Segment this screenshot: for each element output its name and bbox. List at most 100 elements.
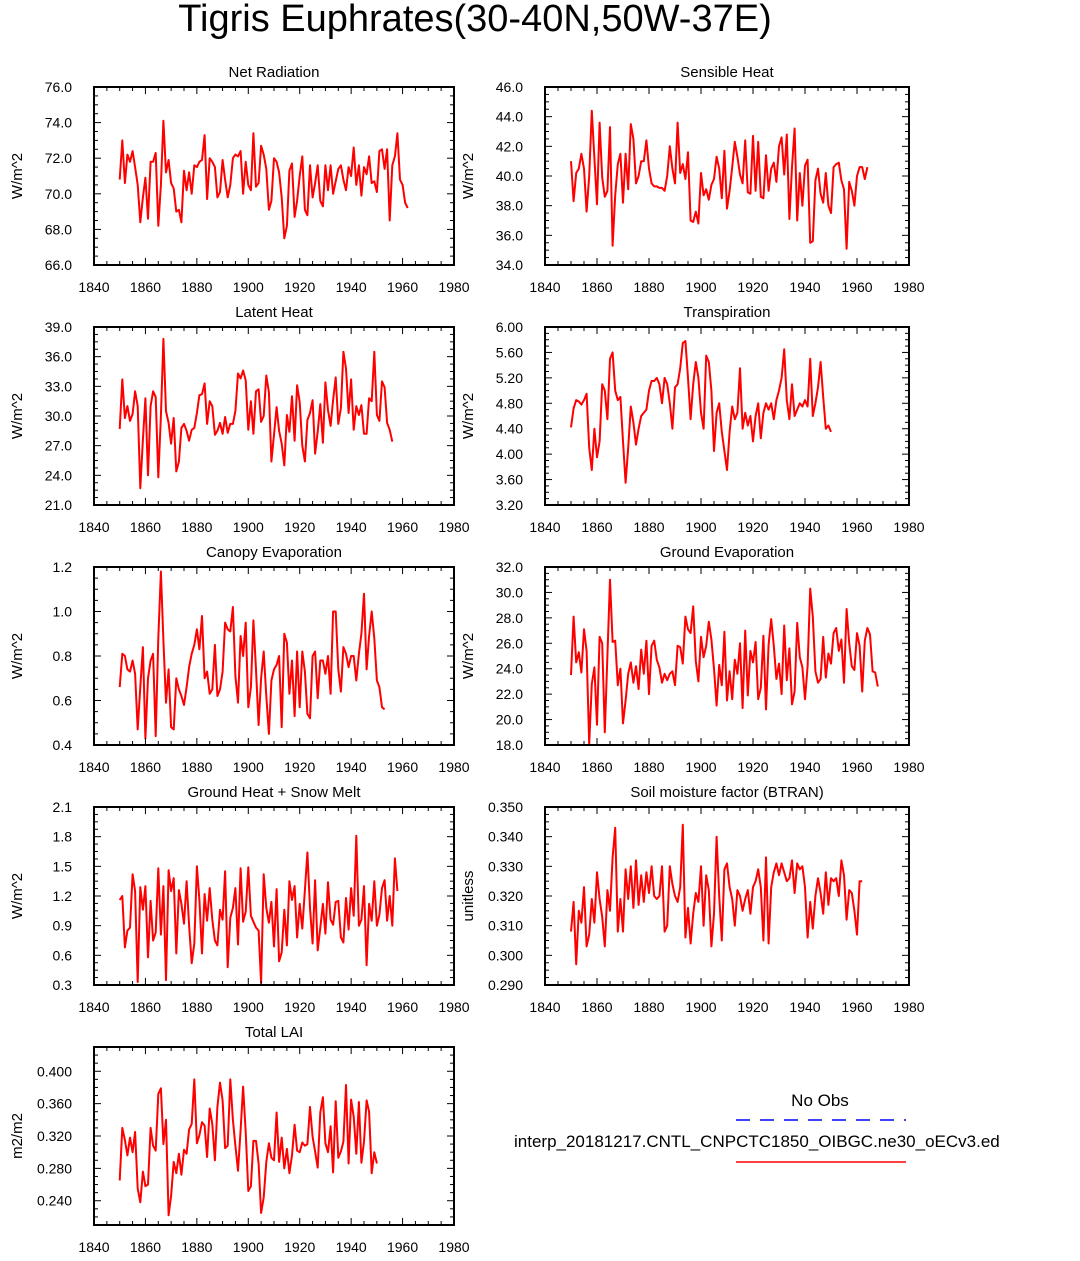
chart-panel: 1840 1860 1880 1900 1920 1940 1960 1980 3.20 3.60… <box>460 304 925 535</box>
y-axis-label: W/m^2 <box>460 393 477 439</box>
x-tick-label: 1940 <box>336 519 367 535</box>
x-tick-label: 1940 <box>336 999 367 1015</box>
plot-frame <box>544 326 910 506</box>
y-axis-label: W/m^2 <box>9 633 26 679</box>
x-tick-label: 1860 <box>581 759 612 775</box>
y-tick-label: 68.0 <box>45 221 72 237</box>
chart-title: Total LAI <box>245 1024 303 1041</box>
legend-label-obs: No Obs <box>791 1091 849 1110</box>
x-tick-label: 1860 <box>581 999 612 1015</box>
y-tick-label: 4.80 <box>496 395 523 411</box>
y-axis-label: W/m^2 <box>9 153 26 199</box>
y-tick-label: 0.320 <box>488 888 523 904</box>
y-tick-label: 0.280 <box>37 1160 72 1176</box>
y-tick-label: 74.0 <box>45 115 72 131</box>
chart-title: Soil moisture factor (BTRAN) <box>630 784 823 801</box>
chart-panel: 1840 1860 1880 1900 1920 1940 1960 1980 66.0 68.0… <box>9 64 470 295</box>
x-tick-label: 1880 <box>633 279 664 295</box>
y-tick-label: 28.0 <box>496 610 523 626</box>
chart-panel: 1840 1860 1880 1900 1920 1940 1960 1980 0.3 0.6 0.… <box>9 784 470 1015</box>
figure-title: Tigris Euphrates(30-40N,50W-37E) <box>178 0 772 40</box>
y-tick-label: 34.0 <box>496 257 523 273</box>
y-tick-label: 1.8 <box>53 829 73 845</box>
plot-frame <box>93 566 455 746</box>
y-tick-label: 0.8 <box>53 648 73 664</box>
plot-frame <box>93 1046 455 1226</box>
y-tick-label: 2.1 <box>53 799 73 815</box>
x-tick-label: 1980 <box>438 759 469 775</box>
x-tick-label: 1900 <box>233 1239 264 1255</box>
y-tick-label: 42.0 <box>496 138 523 154</box>
x-tick-label: 1940 <box>336 759 367 775</box>
y-axis-label: unitless <box>460 871 477 922</box>
x-tick-label: 1960 <box>387 999 418 1015</box>
y-tick-label: 30.0 <box>496 584 523 600</box>
series-line <box>570 109 869 250</box>
y-tick-label: 1.2 <box>53 888 73 904</box>
y-tick-label: 24.0 <box>496 661 523 677</box>
y-axis-label: W/m^2 <box>9 873 26 919</box>
x-tick-label: 1960 <box>387 279 418 295</box>
plot-frame <box>93 806 455 986</box>
chart-panel: 1840 1860 1880 1900 1920 1940 1960 1980 34.0 36.0… <box>460 64 925 295</box>
legend-label-model: interp_20181217.CNTL_CNPCTC1850_OIBGC.ne… <box>514 1132 1000 1151</box>
x-tick-label: 1900 <box>685 999 716 1015</box>
x-tick-label: 1840 <box>78 1239 109 1255</box>
chart-panel: 1840 1860 1880 1900 1920 1940 1960 1980 0.240 0.2… <box>9 1024 470 1255</box>
series-line <box>570 340 832 484</box>
x-tick-label: 1980 <box>893 999 924 1015</box>
x-tick-label: 1940 <box>336 1239 367 1255</box>
series-line <box>118 834 399 984</box>
x-tick-label: 1840 <box>529 999 560 1015</box>
y-axis-label: m2/m2 <box>9 1113 26 1159</box>
y-tick-label: 24.0 <box>45 467 72 483</box>
x-tick-label: 1900 <box>233 759 264 775</box>
chart-title: Ground Evaporation <box>660 544 794 561</box>
chart-panel: 1840 1860 1880 1900 1920 1940 1960 1980 18.0 20.0… <box>460 544 925 775</box>
y-tick-label: 0.3 <box>53 977 73 993</box>
x-tick-label: 1840 <box>529 519 560 535</box>
y-tick-label: 22.0 <box>496 686 523 702</box>
y-tick-label: 0.4 <box>53 737 73 753</box>
y-tick-label: 0.9 <box>53 918 73 934</box>
y-tick-label: 26.0 <box>496 635 523 651</box>
x-tick-label: 1960 <box>387 759 418 775</box>
x-tick-label: 1860 <box>130 1239 161 1255</box>
x-tick-label: 1860 <box>130 519 161 535</box>
chart-title: Sensible Heat <box>680 64 774 81</box>
y-tick-label: 70.0 <box>45 186 72 202</box>
x-tick-label: 1940 <box>789 519 820 535</box>
y-tick-label: 3.60 <box>496 472 523 488</box>
y-tick-label: 4.00 <box>496 446 523 462</box>
x-tick-label: 1840 <box>78 519 109 535</box>
y-tick-label: 36.0 <box>45 349 72 365</box>
x-tick-label: 1960 <box>387 1239 418 1255</box>
x-tick-label: 1900 <box>685 759 716 775</box>
x-tick-label: 1920 <box>737 759 768 775</box>
x-tick-label: 1920 <box>284 759 315 775</box>
y-tick-label: 18.0 <box>496 737 523 753</box>
x-tick-label: 1960 <box>841 519 872 535</box>
x-tick-label: 1900 <box>685 279 716 295</box>
chart-title: Ground Heat + Snow Melt <box>187 784 361 801</box>
y-tick-label: 0.300 <box>488 947 523 963</box>
x-tick-label: 1840 <box>529 279 560 295</box>
x-tick-label: 1880 <box>181 1239 212 1255</box>
series-line <box>570 823 863 966</box>
x-tick-label: 1980 <box>438 519 469 535</box>
y-tick-label: 0.360 <box>37 1096 72 1112</box>
x-tick-label: 1860 <box>581 279 612 295</box>
x-tick-label: 1920 <box>737 279 768 295</box>
x-tick-label: 1920 <box>737 519 768 535</box>
y-tick-label: 40.0 <box>496 168 523 184</box>
y-tick-label: 0.340 <box>488 829 523 845</box>
y-tick-label: 38.0 <box>496 198 523 214</box>
y-tick-label: 20.0 <box>496 712 523 728</box>
y-tick-label: 66.0 <box>45 257 72 273</box>
y-tick-label: 0.330 <box>488 858 523 874</box>
series-line <box>118 570 386 740</box>
y-tick-label: 27.0 <box>45 438 72 454</box>
series-line <box>118 337 394 490</box>
y-axis-label: W/m^2 <box>460 633 477 679</box>
